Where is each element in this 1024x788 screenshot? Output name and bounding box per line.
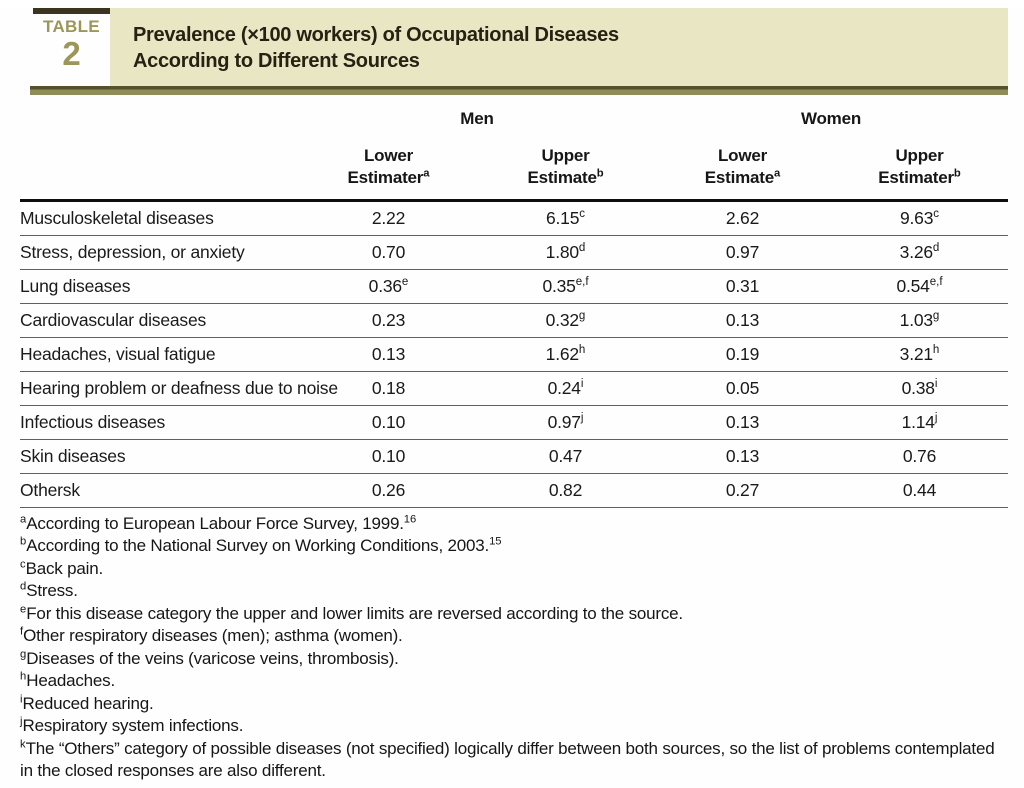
table-row: Othersk 0.26 0.82 0.27 0.44 [20,474,1008,508]
footnote-e: eFor this disease category the upper and… [20,602,683,623]
table-row: Infectious diseases 0.10 0.97j 0.13 1.14… [20,406,1008,440]
column-header-women-lower: Lower Estimatea [704,146,781,187]
table-number: 2 [62,35,81,72]
footnote-k: kThe “Others” category of possible disea… [20,737,995,780]
table-title-line1: Prevalence (×100 workers) of Occupationa… [133,24,619,46]
table-number-label: TABLE 2 [33,8,110,86]
footnote-d: dStress. [20,580,78,600]
table-row: Cardiovascular diseases 0.23 0.32g 0.13 … [20,304,1008,338]
table-row: Stress, depression, or anxiety 0.70 1.80… [20,236,1008,270]
column-header-men-lower: Lower Estimatera [347,146,430,187]
footnote-j: jRespiratory system infections. [20,715,244,735]
table-row: Musculoskeletal diseases 2.22 6.15c 2.62… [20,202,1008,236]
footnote-g: gDiseases of the veins (varicose veins, … [20,647,399,668]
table-row: Skin diseases 0.10 0.47 0.13 0.76 [20,440,1008,474]
data-table: Men Women Lower Estimatera Upper Estimat… [20,101,1008,508]
table-header: TABLE 2 Prevalence (×100 workers) of Occ… [33,8,1008,86]
table-word: TABLE [43,17,100,36]
footnote-f: fOther respiratory diseases (men); asthm… [20,625,403,645]
column-header-men-upper: Upper Estimateb [527,146,604,187]
table-row: Headaches, visual fatigue 0.13 1.62h 0.1… [20,338,1008,372]
column-header-row: Lower Estimatera Upper Estimateb Lower E… [20,131,1008,202]
table-title-box: Prevalence (×100 workers) of Occupationa… [110,8,1008,86]
footnotes: aAccording to European Labour Force Surv… [20,513,1010,783]
footnote-h: hHeadaches. [20,670,115,690]
header-divider-rule [30,86,1008,95]
label-accent-bar [33,8,110,14]
column-header-women-upper: Upper Estimaterb [878,146,961,187]
table-row: Hearing problem or deafness due to noise… [20,372,1008,406]
footnote-c: cBack pain. [20,557,103,578]
group-header-men: Men [460,109,494,128]
footnote-a: aAccording to European Labour Force Surv… [20,512,417,533]
group-header-row: Men Women [20,101,1008,131]
footnote-i: iReduced hearing. [20,692,154,713]
table-title-line2: According to Different Sources [133,50,420,72]
table-row: Lung diseases 0.36e 0.35e,f 0.31 0.54e,f [20,270,1008,304]
group-header-women: Women [800,109,862,128]
footnote-b: bAccording to the National Survey on Wor… [20,535,502,555]
paper-table-figure: TABLE 2 Prevalence (×100 workers) of Occ… [0,8,1024,788]
